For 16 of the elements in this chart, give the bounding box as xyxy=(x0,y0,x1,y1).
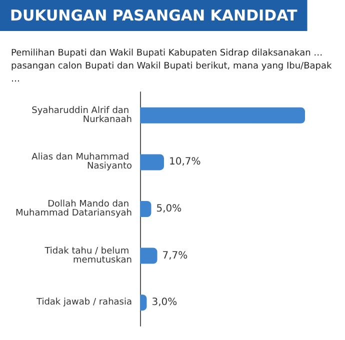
data-label: 7,7% xyxy=(162,250,188,262)
data-label: 3,0% xyxy=(152,297,178,308)
data-label: 5,0% xyxy=(156,204,182,214)
chart-title: DUKUNGAN PASANGAN KANDIDAT xyxy=(10,6,298,24)
y-tick-label: Dollah Mando dan Muhammad Datariansyah xyxy=(16,200,132,218)
y-tick-label: Tidak jawab / rahasia xyxy=(35,298,132,308)
bar xyxy=(140,294,147,311)
bar xyxy=(140,248,158,264)
y-tick-label: Syaharuddin Alrif dan Nurkanaah xyxy=(32,106,132,125)
data-label: 10,7% xyxy=(168,156,201,168)
y-tick-label: Tidak tahu / belum memutuskan xyxy=(44,246,132,266)
y-tick-label: Alias dan Muhammad Nasiyanto xyxy=(32,152,132,172)
bar xyxy=(140,154,164,170)
chart-subtitle: Pemilihan Bupati dan Wakil Bupati Kabupaten Sidrap dilaksanakan … pasangan calon Bupati dan Wakil Bupati berikut, mana yang Ibu/Bapak … xyxy=(11,48,335,84)
bar xyxy=(140,107,305,124)
bar xyxy=(140,201,152,217)
